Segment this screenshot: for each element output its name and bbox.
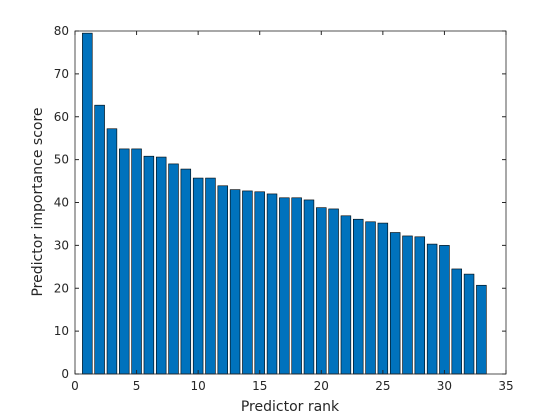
bar [119,148,130,375]
bar [180,168,192,375]
bar [340,215,352,375]
bar [463,273,475,375]
bar [414,236,426,375]
bar [426,243,438,375]
bar [291,197,302,375]
bar [155,156,167,375]
bar [353,218,364,375]
bar [377,222,389,375]
bar [131,148,142,375]
x-axis-label: Predictor rank [241,399,340,415]
bar [365,221,376,375]
bar [192,177,204,375]
bar [303,199,315,375]
bar [316,207,327,375]
bar [205,177,216,375]
y-tick-label: 20 [54,281,69,295]
bar [106,128,118,375]
bar [229,189,241,375]
y-tick-label: 0 [61,367,69,381]
bar [242,190,253,375]
bar [168,163,179,375]
x-tick-label: 0 [71,379,79,393]
y-tick-label: 50 [54,153,69,167]
x-tick-label: 30 [437,379,452,393]
bar [94,104,105,375]
x-tick-label: 15 [252,379,267,393]
y-tick-label: 30 [54,238,69,252]
bar [254,191,265,375]
y-tick-label: 10 [54,324,69,338]
x-tick-label: 5 [133,379,141,393]
x-tick-label: 20 [314,379,329,393]
bar [266,193,278,375]
bar [451,268,462,375]
bar [402,235,413,375]
y-tick-label: 40 [54,196,69,210]
bar [476,284,487,375]
x-tick-label: 35 [498,379,513,393]
x-tick-label: 10 [191,379,206,393]
y-tick-label: 70 [54,67,69,81]
bar [439,245,450,375]
bar [82,32,93,375]
bar [279,197,290,375]
bar [328,208,339,375]
bar [143,155,155,375]
y-axis-label: Predictor importance score [30,107,46,296]
y-tick-label: 80 [54,24,69,38]
bar [389,232,401,375]
bar [217,185,228,375]
y-tick-label: 60 [54,110,69,124]
x-tick-label: 25 [375,379,390,393]
